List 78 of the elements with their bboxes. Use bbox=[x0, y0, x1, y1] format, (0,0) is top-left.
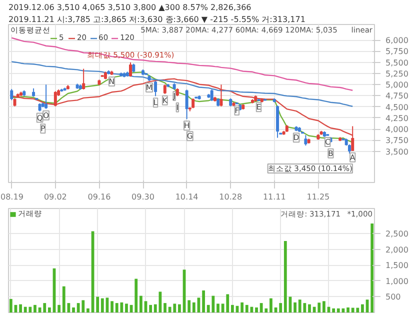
bar bbox=[279, 303, 282, 312]
bar bbox=[134, 278, 138, 312]
bar bbox=[308, 304, 311, 312]
bar bbox=[96, 296, 100, 312]
bar bbox=[230, 304, 234, 312]
bar bbox=[154, 304, 157, 312]
bar bbox=[226, 294, 230, 312]
bar bbox=[332, 308, 336, 312]
y-tick-label: 3,750 bbox=[386, 136, 408, 146]
bar bbox=[62, 286, 66, 312]
text: 2019.12.06 3,510 4,065 3,510 3,800 ▲300 8.57% 2,826,366 bbox=[8, 3, 252, 12]
candlestick bbox=[129, 62, 132, 78]
bar bbox=[346, 307, 350, 312]
bar bbox=[34, 304, 36, 312]
bar bbox=[245, 304, 248, 312]
bar bbox=[188, 300, 191, 312]
y-tick-label: 5,250 bbox=[386, 69, 408, 78]
bar bbox=[58, 304, 61, 312]
candlestick bbox=[220, 84, 223, 107]
bar bbox=[110, 301, 114, 312]
y-tick-label: 5,000 bbox=[386, 80, 408, 90]
text: 2019.11.21 시:3,785 고:3,865 저:3,630 종:3,660 ▼ -215 -5.55% 거:313,171 bbox=[8, 15, 306, 24]
bar bbox=[270, 298, 272, 312]
y-tick-label: 3,500 bbox=[386, 147, 408, 156]
y-tick-label: 6,000 bbox=[386, 36, 408, 46]
bar bbox=[294, 302, 296, 312]
y-tick-label: 1,000 bbox=[386, 276, 408, 286]
bar bbox=[125, 304, 128, 312]
y-tick-label: 4,750 bbox=[386, 92, 408, 101]
candlestick bbox=[304, 134, 308, 146]
x-tick-label: 11.11 bbox=[262, 192, 286, 202]
bar bbox=[322, 301, 326, 312]
x-tick-label: 09.30 bbox=[132, 192, 154, 202]
candlestick bbox=[54, 90, 57, 107]
candlestick bbox=[185, 89, 188, 120]
bar bbox=[318, 302, 321, 312]
bar bbox=[86, 308, 90, 312]
bar bbox=[139, 296, 142, 312]
x-tick-label: 10.14 bbox=[175, 192, 198, 202]
bar bbox=[178, 304, 181, 312]
x-tick-label: 08.19 bbox=[0, 192, 24, 202]
y-tick-label: 5,750 bbox=[386, 47, 408, 56]
bar bbox=[164, 303, 166, 312]
y-tick-label: 5,500 bbox=[386, 58, 408, 68]
y-tick-label: 4,250 bbox=[386, 114, 408, 123]
candlestick bbox=[82, 68, 86, 90]
bar bbox=[48, 307, 51, 312]
bar bbox=[370, 223, 374, 312]
bar bbox=[216, 304, 220, 312]
y-tick-label: 2,000 bbox=[386, 245, 408, 254]
bar bbox=[192, 302, 196, 312]
bar bbox=[72, 307, 75, 312]
y-tick-label: 4,500 bbox=[386, 102, 408, 112]
bar bbox=[361, 304, 364, 312]
candlestick bbox=[210, 88, 214, 102]
bar bbox=[149, 304, 152, 312]
bar bbox=[284, 240, 287, 312]
candlestick bbox=[192, 98, 195, 109]
y-tick-label: 4,000 bbox=[386, 125, 408, 134]
bar bbox=[240, 302, 244, 312]
bar bbox=[43, 303, 46, 312]
y-tick-label: 1,500 bbox=[386, 261, 408, 270]
x-tick-label: 10.28 bbox=[219, 192, 242, 202]
bar bbox=[202, 290, 205, 312]
bar bbox=[9, 298, 12, 312]
x-tick-label: 09.16 bbox=[88, 192, 111, 202]
bar bbox=[100, 298, 104, 312]
candlestick bbox=[154, 80, 158, 97]
bar bbox=[336, 308, 340, 312]
candlestick bbox=[44, 84, 48, 110]
bar bbox=[255, 307, 258, 312]
candlestick bbox=[163, 84, 166, 94]
y-tick-label: 2,500 bbox=[386, 230, 408, 239]
y-tick-label: 500 bbox=[386, 292, 401, 302]
x-tick-label: 11.25 bbox=[306, 192, 330, 202]
candlestick bbox=[10, 88, 14, 101]
x-tick-label: 09.02 bbox=[44, 192, 67, 202]
bar bbox=[19, 304, 22, 312]
